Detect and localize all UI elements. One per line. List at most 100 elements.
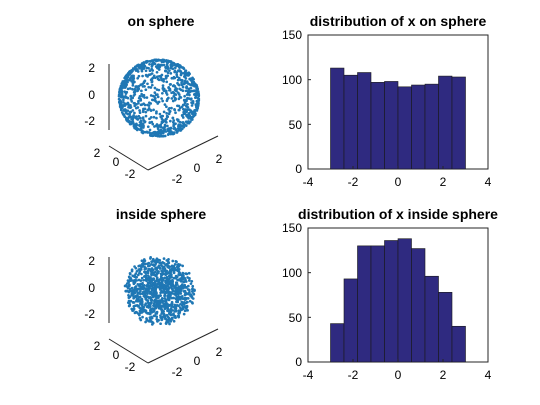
histogram-inside-sphere-panel: distribution of x inside sphere 150 100 … — [282, 206, 498, 382]
scatter-point — [173, 69, 177, 73]
scatter-point — [128, 288, 132, 291]
scatter-point — [157, 279, 161, 283]
scatter-point — [169, 294, 172, 297]
scatter-point — [120, 103, 123, 106]
scatter-point — [160, 312, 164, 315]
scatter-point — [166, 71, 170, 75]
scatter-point — [180, 83, 184, 87]
scatter-point — [150, 63, 154, 66]
scatter-point — [184, 77, 188, 80]
histogram-bar — [397, 238, 412, 363]
scatter-point — [148, 290, 151, 294]
scatter-point — [171, 67, 175, 71]
scatter-point — [185, 306, 189, 309]
scatter-point — [150, 292, 154, 296]
scatter-point — [181, 286, 185, 290]
scatter-point — [168, 286, 172, 289]
scatter-point — [139, 83, 143, 87]
scatter-point — [138, 124, 142, 128]
scatter-point — [175, 300, 178, 304]
scatter-point — [147, 261, 151, 265]
x-tick-label: -2 — [348, 368, 359, 382]
scatter-point — [163, 294, 167, 297]
scatter-point — [162, 130, 166, 133]
scatter-point — [144, 69, 148, 73]
scatter-point — [137, 96, 141, 100]
scatter-point — [154, 93, 158, 97]
scatter-point — [190, 101, 193, 104]
scatter-point — [144, 302, 148, 305]
scatter-point — [179, 289, 183, 292]
histogram-bar — [451, 76, 466, 170]
x-tick-label: 2 — [216, 345, 223, 359]
scatter-point — [149, 318, 152, 321]
scatter-point — [133, 278, 137, 282]
histogram-on-sphere-panel: distribution of x on sphere 150 100 50 0… — [282, 13, 492, 189]
scatter-point — [165, 114, 169, 118]
scatter-point — [166, 296, 170, 300]
scatter-point — [142, 119, 146, 122]
scatter-point — [165, 112, 168, 115]
scatter-point — [132, 291, 135, 295]
scatter-point — [195, 92, 199, 96]
scatter-point — [178, 120, 182, 124]
scatter-point — [168, 322, 171, 326]
scatter-point — [139, 66, 143, 69]
scatter-point — [169, 283, 172, 287]
scatter-point — [132, 307, 136, 311]
histogram-bar — [357, 72, 372, 170]
scatter-point — [184, 89, 188, 93]
scatter-point — [186, 284, 190, 288]
scatter-point — [123, 75, 127, 79]
scatter-point — [146, 292, 149, 295]
x-tick-label: 4 — [485, 175, 492, 189]
scatter-point — [126, 75, 129, 79]
scatter-point — [152, 115, 156, 119]
scatter-point — [117, 94, 121, 98]
scatter-point — [181, 103, 185, 107]
bars — [330, 67, 466, 170]
scatter-point — [174, 128, 178, 132]
scatter-point — [139, 119, 143, 123]
scatter-point — [119, 105, 122, 109]
scatter-point — [143, 85, 146, 88]
scatter-point — [178, 127, 182, 131]
scatter-point — [157, 59, 161, 62]
scatter-point — [128, 87, 132, 90]
x-tick-label: 2 — [440, 175, 447, 189]
scatter-point — [148, 121, 152, 125]
scatter-point — [166, 97, 169, 101]
scatter-point — [131, 301, 135, 304]
y-tick-labels: 2 0 -2 — [94, 146, 136, 181]
z-tick-labels: 2 0 -2 — [84, 254, 95, 321]
scatter-point — [158, 63, 162, 67]
scatter-point — [180, 300, 184, 304]
scatter-point — [135, 269, 139, 273]
scatter-point — [175, 87, 179, 91]
scatter-point — [188, 299, 192, 303]
x-tick-labels: -2 0 2 — [172, 152, 223, 186]
scatter-point — [172, 61, 175, 65]
scatter-point — [159, 322, 162, 326]
scatter-point — [138, 109, 141, 112]
scatter-point — [193, 83, 197, 87]
scatter-point — [139, 268, 143, 271]
scatter-point — [136, 76, 140, 80]
scatter-point — [186, 292, 189, 295]
scatter-point — [141, 263, 145, 267]
scatter-point — [138, 295, 142, 299]
scatter-point — [130, 115, 134, 119]
scatter-point — [154, 300, 158, 304]
scatter-point — [125, 282, 129, 285]
scatter-point — [133, 104, 137, 108]
scatter-point — [158, 261, 161, 265]
scatter-point — [165, 281, 168, 284]
scatter-point — [133, 274, 137, 277]
scatter-point — [122, 98, 125, 102]
scatter-point — [160, 97, 163, 100]
scatter-point — [159, 130, 162, 134]
scatter-point — [172, 276, 176, 280]
scatter-point — [172, 296, 175, 300]
scatter-point — [134, 115, 138, 119]
scatter-point — [150, 267, 154, 270]
